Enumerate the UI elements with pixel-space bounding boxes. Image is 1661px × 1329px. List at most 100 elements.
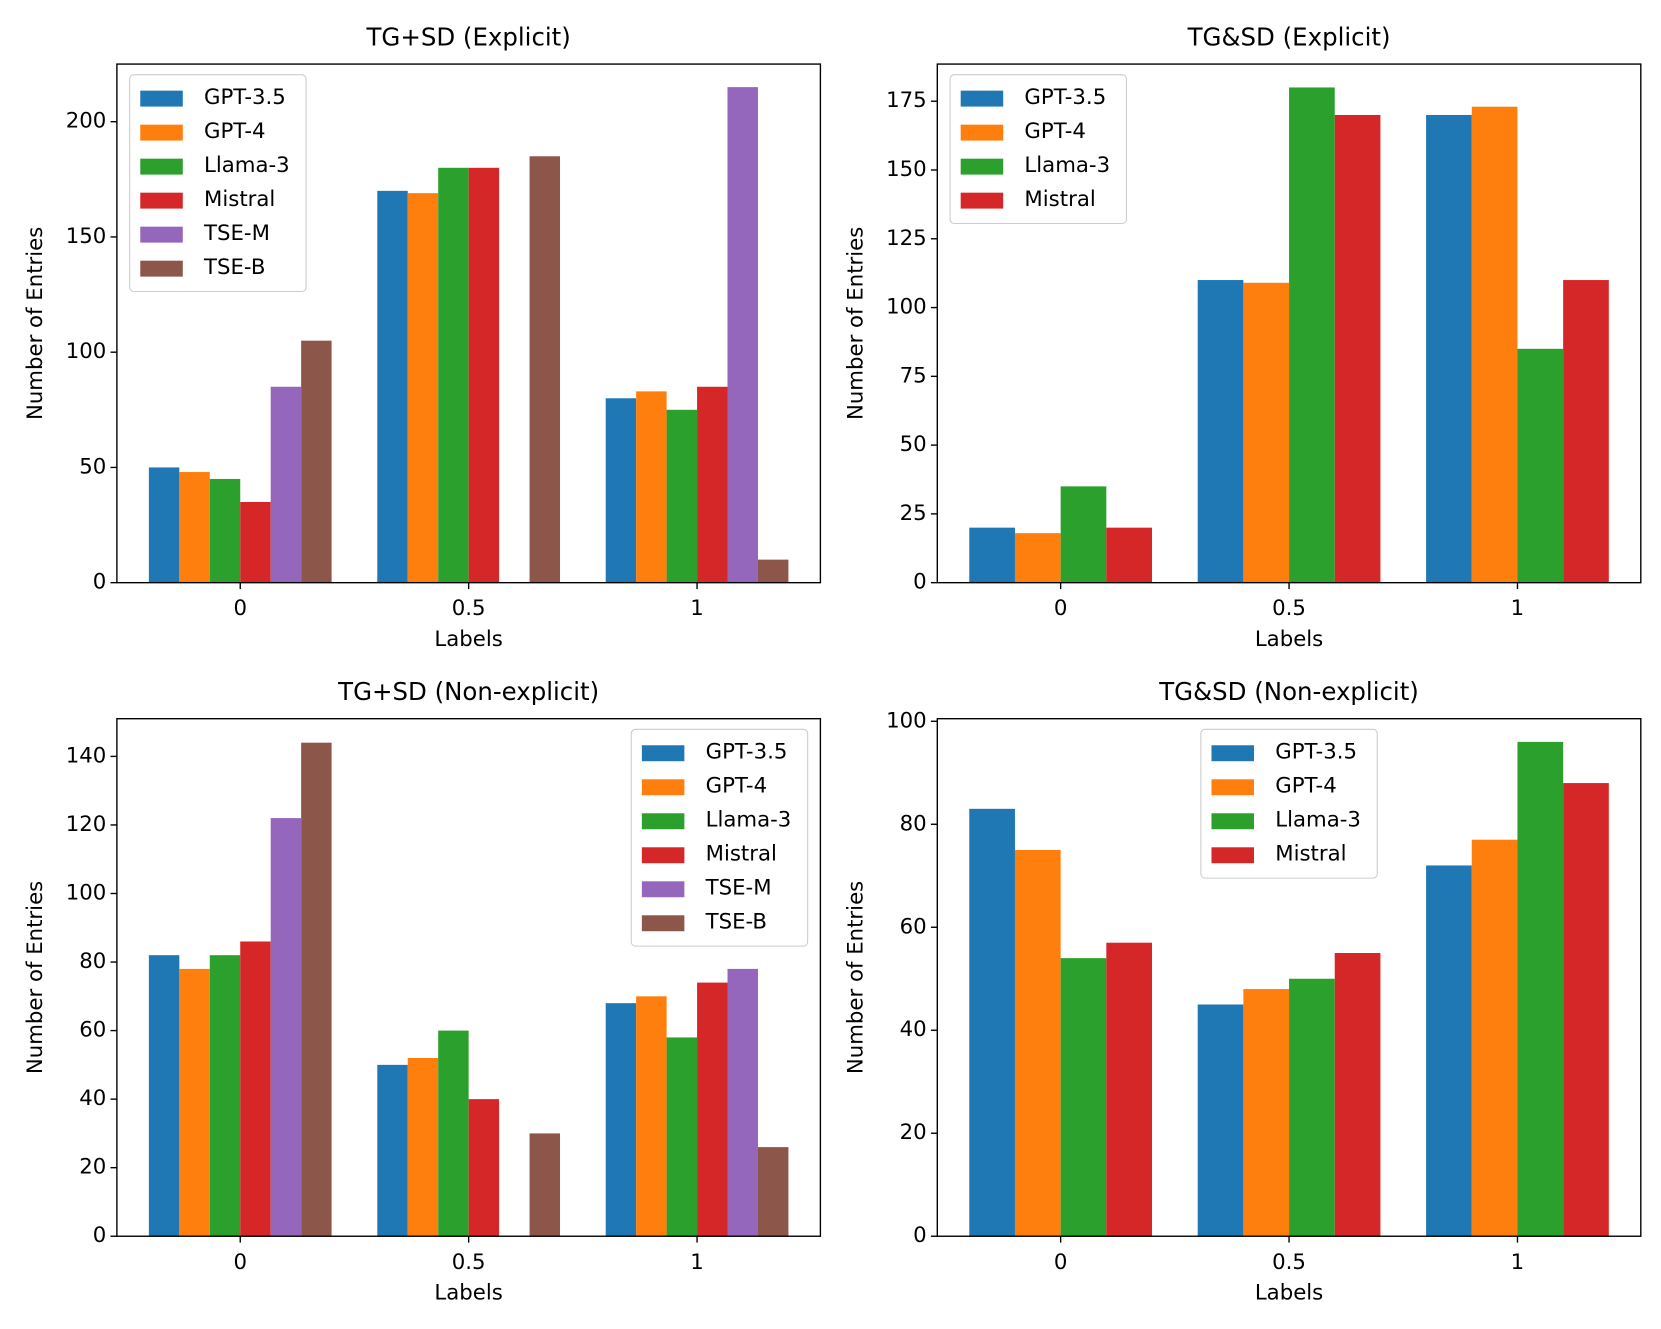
- bar: [1334, 114, 1381, 583]
- legend-label: Mistral: [1024, 187, 1095, 212]
- legend-swatch: [641, 745, 685, 762]
- bar: [1334, 953, 1381, 1237]
- legend-swatch: [641, 813, 685, 830]
- y-tick-label: 100: [66, 880, 107, 905]
- legend-swatch: [1211, 745, 1254, 762]
- bar: [636, 391, 667, 583]
- bar: [179, 968, 210, 1237]
- y-tick-label: 0: [913, 570, 927, 595]
- x-tick-label: 1: [690, 1250, 704, 1275]
- legend-swatch: [140, 260, 183, 277]
- bar: [1426, 114, 1472, 583]
- bar: [209, 955, 241, 1237]
- bar: [270, 818, 302, 1237]
- y-axis-label: Number of Entries: [23, 881, 48, 1074]
- y-tick-label: 100: [66, 339, 107, 364]
- bar: [377, 190, 408, 583]
- bar: [1471, 106, 1518, 583]
- bar: [1289, 978, 1335, 1237]
- bar: [468, 167, 500, 583]
- bar: [1563, 783, 1609, 1237]
- legend-label: Mistral: [706, 842, 777, 867]
- legend-swatch: [960, 192, 1004, 209]
- bar: [301, 340, 332, 583]
- x-axis-label: Labels: [434, 627, 502, 652]
- bar: [727, 968, 758, 1237]
- chart-title: TG+SD (Explicit): [365, 23, 570, 52]
- bar: [697, 982, 728, 1237]
- bar: [407, 193, 439, 583]
- bar: [377, 1064, 408, 1237]
- legend-label: TSE-B: [705, 910, 767, 935]
- bar: [438, 167, 469, 583]
- legend-swatch: [641, 915, 685, 932]
- bar: [438, 1030, 469, 1237]
- x-tick-label: 1: [1511, 596, 1525, 621]
- y-tick-label: 175: [886, 88, 927, 113]
- legend-box: [949, 74, 1127, 225]
- bar: [529, 156, 561, 583]
- bar: [179, 472, 210, 583]
- legend-swatch: [140, 158, 183, 175]
- bar: [666, 1037, 698, 1237]
- legend-label: GPT-3.5: [1275, 740, 1357, 765]
- bar: [148, 955, 180, 1237]
- legend-label: Llama-3: [706, 808, 792, 833]
- bar: [1426, 865, 1472, 1237]
- bar: [407, 1058, 439, 1237]
- y-tick-label: 80: [79, 949, 106, 974]
- legend-label: Mistral: [204, 187, 275, 212]
- y-tick-label: 60: [79, 1018, 106, 1043]
- y-axis-label: Number of Entries: [844, 881, 869, 1074]
- x-axis-label: Labels: [1255, 1281, 1323, 1306]
- bar: [969, 808, 1015, 1237]
- bar: [270, 386, 302, 583]
- legend-label: GPT-3.5: [204, 85, 286, 110]
- x-axis-label: Labels: [434, 1281, 502, 1306]
- y-tick-label: 0: [93, 570, 107, 595]
- x-tick-label: 0.5: [1272, 1250, 1306, 1275]
- bar: [727, 87, 758, 583]
- legend-swatch: [641, 847, 685, 864]
- legend-swatch: [960, 158, 1004, 175]
- bar: [240, 502, 271, 583]
- bar: [1563, 280, 1609, 583]
- bar: [301, 742, 332, 1237]
- y-tick-label: 100: [886, 295, 927, 320]
- bar: [1106, 942, 1153, 1237]
- y-tick-label: 150: [66, 224, 107, 249]
- x-tick-label: 0: [1054, 1250, 1068, 1275]
- bar: [636, 996, 667, 1237]
- bar: [148, 467, 180, 583]
- y-tick-label: 20: [79, 1155, 106, 1180]
- legend-label: GPT-4: [706, 774, 768, 799]
- bar: [757, 559, 789, 583]
- x-tick-label: 0.5: [452, 1250, 486, 1275]
- legend-swatch: [641, 881, 685, 898]
- y-tick-label: 140: [66, 743, 107, 768]
- legend-label: GPT-4: [1275, 774, 1337, 799]
- y-tick-label: 0: [913, 1223, 927, 1248]
- y-tick-label: 25: [900, 501, 927, 526]
- y-axis-label: Number of Entries: [844, 227, 869, 420]
- bar: [1517, 741, 1564, 1237]
- legend-label: TSE-M: [203, 221, 270, 246]
- y-axis-label: Number of Entries: [23, 227, 48, 420]
- y-tick-label: 50: [79, 454, 106, 479]
- bar: [666, 409, 698, 583]
- y-tick-label: 100: [886, 708, 927, 733]
- y-tick-label: 60: [900, 914, 927, 939]
- chart-title: TG&SD (Non-explicit): [1158, 677, 1419, 706]
- legend-label: Llama-3: [204, 153, 290, 178]
- y-tick-label: 125: [886, 226, 927, 251]
- legend-label: TSE-M: [705, 876, 772, 901]
- x-axis-label: Labels: [1255, 627, 1323, 652]
- legend-swatch: [1211, 813, 1254, 830]
- bar: [605, 1003, 637, 1237]
- legend-swatch: [960, 124, 1004, 141]
- legend-label: GPT-3.5: [1024, 85, 1106, 110]
- x-tick-label: 0: [233, 596, 247, 621]
- bar: [468, 1099, 500, 1237]
- y-tick-label: 40: [79, 1086, 106, 1111]
